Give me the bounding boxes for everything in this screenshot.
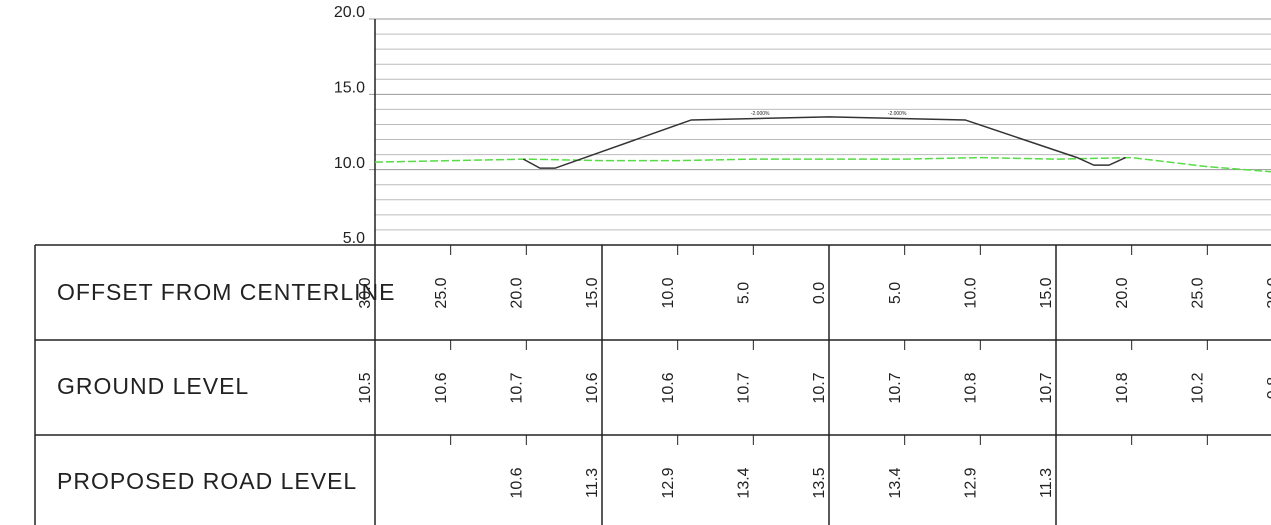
- x-tick-label: 10.0: [963, 277, 980, 308]
- x-tick-label: 5.0: [736, 282, 753, 304]
- slope-label: -2.000%: [751, 111, 770, 117]
- y-tick-label: 5.0: [343, 230, 365, 247]
- road-value: 11.3: [584, 468, 601, 498]
- road-value: 11.3: [1038, 468, 1055, 498]
- ground-value: 10.7: [509, 372, 526, 403]
- row-label: GROUND LEVEL: [57, 373, 249, 399]
- y-tick-label: 15.0: [334, 80, 365, 97]
- profile-line: [374, 156, 1271, 173]
- road-value: 13.4: [736, 467, 753, 498]
- ground-value: 10.6: [584, 372, 601, 403]
- ground-value: 10.8: [1114, 372, 1131, 403]
- ground-value: 10.7: [811, 372, 828, 403]
- x-tick-label: 0.0: [811, 282, 828, 304]
- y-tick-label: 10.0: [334, 155, 365, 172]
- road-value: 12.9: [963, 467, 980, 498]
- ground-value: 10.8: [963, 372, 980, 403]
- profile-line: [522, 116, 1126, 169]
- ground-value: 10.6: [433, 372, 450, 403]
- road-value: 12.9: [660, 467, 677, 498]
- x-tick-label: 5.0: [887, 282, 904, 304]
- ground-value: 10.7: [1038, 372, 1055, 403]
- ground-value: 9.8: [1265, 377, 1271, 399]
- ground-value: 10.2: [1190, 372, 1207, 403]
- x-tick-label: 25.0: [433, 277, 450, 308]
- ground-value: 10.7: [736, 372, 753, 403]
- ground-value: 10.7: [887, 372, 904, 403]
- road-value: 13.4: [887, 467, 904, 498]
- x-tick-label: 15.0: [1038, 277, 1055, 308]
- slope-label: -2.000%: [888, 111, 907, 117]
- x-tick-label: 15.0: [584, 277, 601, 308]
- ground-value: 10.6: [660, 372, 677, 403]
- y-tick-label: 20.0: [334, 4, 365, 21]
- ground-value: 10.5: [357, 372, 374, 403]
- x-tick-label: 30.0: [1265, 277, 1271, 308]
- road-value: 13.5: [811, 467, 828, 498]
- x-tick-label: 20.0: [509, 277, 526, 308]
- row-label: PROPOSED ROAD LEVEL: [57, 468, 357, 494]
- row-label: OFFSET FROM CENTERLINE: [57, 279, 396, 305]
- road-value: 10.6: [509, 467, 526, 498]
- x-tick-label: 10.0: [660, 277, 677, 308]
- x-tick-label: 20.0: [1114, 277, 1131, 308]
- x-tick-label: 30.0: [357, 277, 374, 308]
- x-tick-label: 25.0: [1190, 277, 1207, 308]
